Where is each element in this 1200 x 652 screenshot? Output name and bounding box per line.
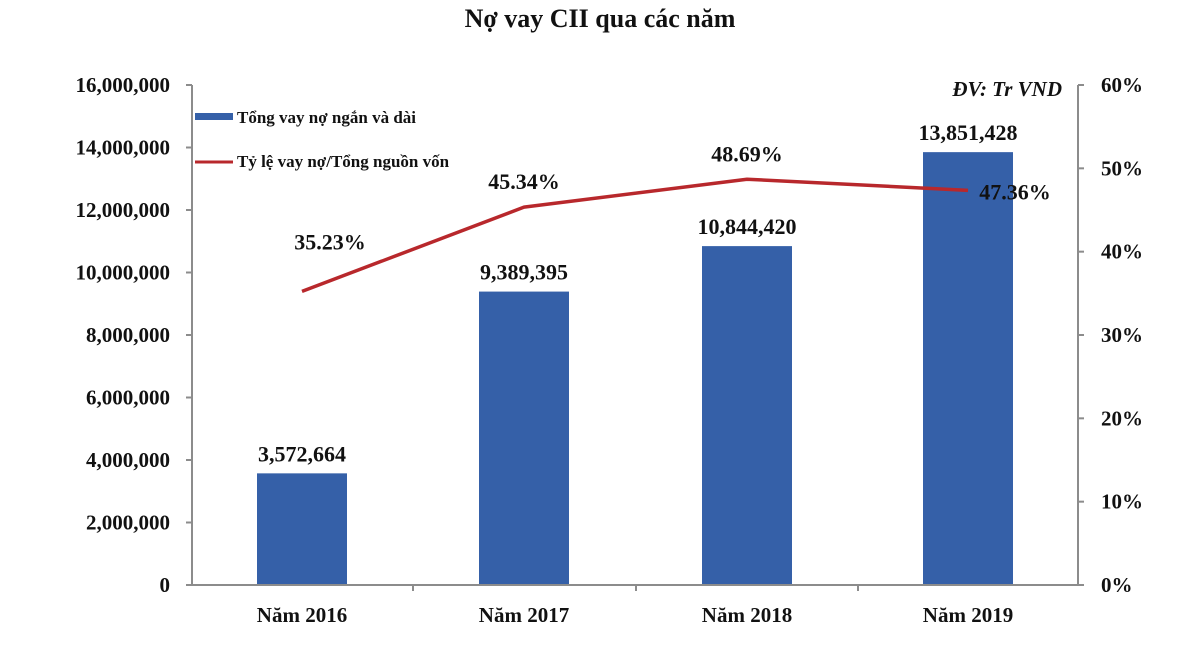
- bar-data-label: 13,851,428: [919, 120, 1018, 145]
- bar-data-label: 9,389,395: [480, 260, 568, 285]
- right-axis-tick-label: 60%: [1101, 73, 1143, 97]
- legend: Tổng vay nợ ngắn và dài Tỷ lệ vay nợ/Tổn…: [195, 108, 450, 171]
- left-axis-tick-label: 2,000,000: [86, 511, 170, 535]
- right-axis-tick-label: 30%: [1101, 323, 1143, 347]
- legend-swatch-bar: [195, 113, 233, 120]
- left-axis-tick-label: 6,000,000: [86, 386, 170, 410]
- bar-data-labels: 3,572,664 9,389,395 10,844,420 13,851,428: [258, 120, 1018, 466]
- unit-note: ĐV: Tr VND: [951, 77, 1062, 101]
- left-axis-tick-label: 14,000,000: [76, 136, 171, 160]
- bar-năm-2019: [923, 152, 1013, 585]
- line-series: [301, 177, 969, 294]
- line-data-label: 48.69%: [711, 141, 783, 166]
- left-axis-tick-label: 16,000,000: [76, 73, 171, 97]
- bar-năm-2017: [479, 291, 569, 585]
- line-data-label: 47.36%: [979, 179, 1051, 204]
- right-axis-tick-label: 20%: [1101, 406, 1143, 430]
- ratio-line: [301, 177, 969, 294]
- right-axis-tick-label: 10%: [1101, 490, 1143, 514]
- bar-năm-2018: [702, 246, 792, 585]
- bar-năm-2016: [257, 473, 347, 585]
- left-axis-tick-label: 0: [160, 573, 171, 597]
- bar-series: [257, 152, 1013, 585]
- legend-label-line: Tỷ lệ vay nợ/Tổng nguồn vốn: [237, 152, 450, 171]
- line-data-label: 45.34%: [488, 169, 560, 194]
- x-axis-category-label: Năm 2019: [923, 603, 1013, 627]
- x-axis-labels: Năm 2016 Năm 2017 Năm 2018 Năm 2019: [257, 585, 1013, 627]
- left-axis-tick-label: 10,000,000: [76, 261, 171, 285]
- left-axis-tick-label: 4,000,000: [86, 448, 170, 472]
- right-axis-tick-label: 0%: [1101, 573, 1133, 597]
- right-axis-tick-label: 50%: [1101, 156, 1143, 180]
- left-axis-tick-label: 8,000,000: [86, 323, 170, 347]
- chart-title: Nợ vay CII qua các năm: [464, 4, 736, 33]
- x-axis-category-label: Năm 2018: [702, 603, 792, 627]
- line-data-labels: 35.23% 45.34% 48.69% 47.36%: [294, 141, 1051, 254]
- left-axis-tick-label: 12,000,000: [76, 198, 171, 222]
- right-axis-tick-label: 40%: [1101, 240, 1143, 264]
- right-axis-ticks: 0% 10% 20% 30% 40% 50% 60%: [1078, 73, 1143, 597]
- line-data-label: 35.23%: [294, 229, 366, 254]
- x-axis-category-label: Năm 2017: [479, 603, 569, 627]
- legend-label-bar: Tổng vay nợ ngắn và dài: [237, 108, 416, 127]
- left-axis-ticks: 0 2,000,000 4,000,000 6,000,000 8,000,000 10,…: [76, 73, 192, 597]
- x-axis-category-label: Năm 2016: [257, 603, 347, 627]
- bar-data-label: 3,572,664: [258, 441, 346, 466]
- bar-data-label: 10,844,420: [698, 214, 797, 239]
